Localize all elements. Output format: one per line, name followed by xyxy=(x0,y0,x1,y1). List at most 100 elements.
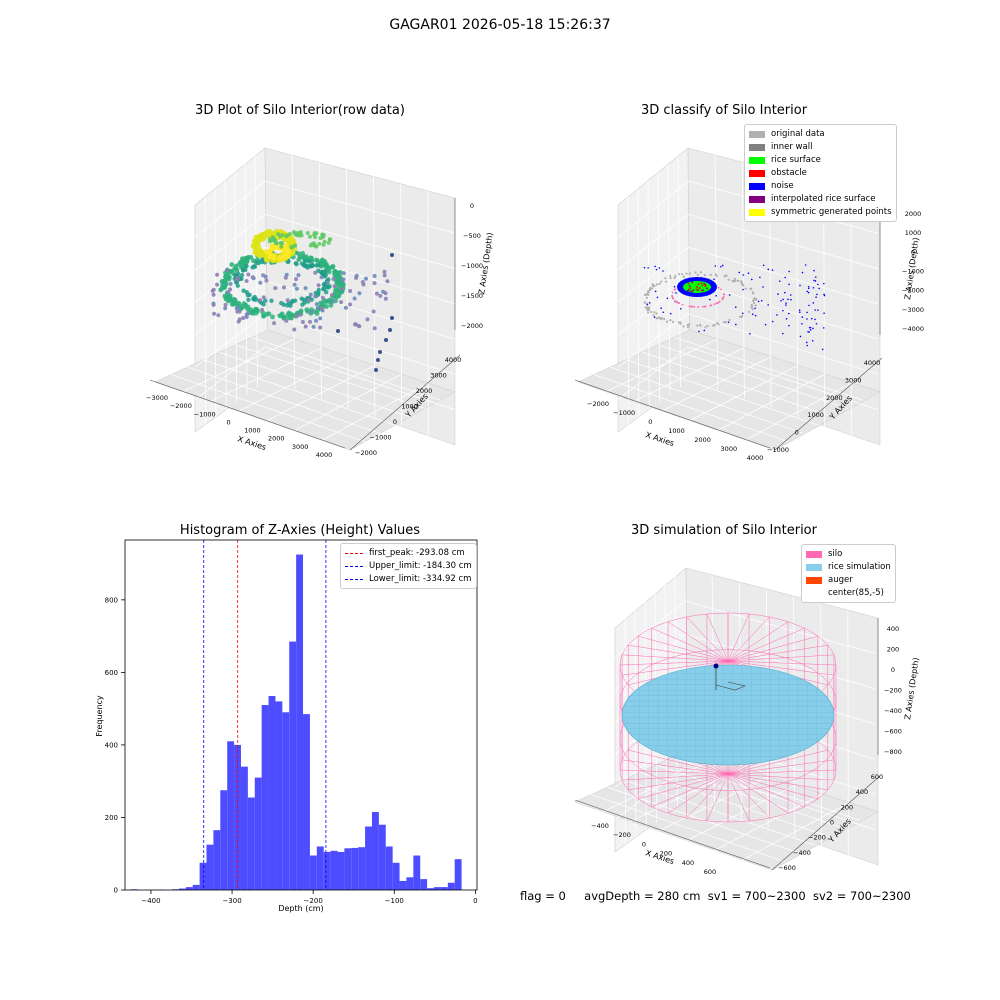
hist-y-tick: 0 xyxy=(114,887,118,895)
sim-y-tick: 200 xyxy=(841,803,853,811)
raw-y-tick: 3000 xyxy=(430,372,447,380)
classify-point xyxy=(660,280,663,283)
raw-point xyxy=(376,358,380,362)
raw-point xyxy=(294,314,299,319)
raw-point xyxy=(225,268,230,273)
classify-point xyxy=(822,327,825,329)
classify-point xyxy=(651,287,654,290)
raw-point xyxy=(332,289,338,294)
hist-x-tick: −300 xyxy=(222,897,241,905)
raw-point xyxy=(305,308,311,314)
raw-x-tick: 1000 xyxy=(244,427,261,435)
classify-point xyxy=(782,309,784,312)
classify-legend-swatch xyxy=(749,183,765,190)
hist-legend-label: Lower_limit: -334.92 cm xyxy=(369,574,472,584)
raw-point xyxy=(296,273,301,278)
classify-point xyxy=(722,320,726,324)
sim-z-tick: 200 xyxy=(887,646,899,654)
classify-point xyxy=(653,316,656,318)
raw-point xyxy=(316,268,321,273)
classify-point xyxy=(801,322,803,325)
raw-point xyxy=(272,321,277,326)
raw-point xyxy=(390,316,394,320)
raw-point xyxy=(319,306,324,311)
raw-point xyxy=(222,283,227,289)
raw-point xyxy=(385,279,390,284)
hist-legend-swatch xyxy=(345,566,363,567)
classify-point xyxy=(671,320,675,324)
classify-point xyxy=(693,305,696,308)
classify-point xyxy=(778,280,781,282)
classify-legend-label: inner wall xyxy=(771,142,813,152)
hist-legend-item: Upper_limit: -184.30 cm xyxy=(345,560,472,573)
raw-point xyxy=(315,306,320,311)
classify-point xyxy=(682,325,685,328)
hist-bar xyxy=(385,846,393,890)
sim-y-tick: −400 xyxy=(793,849,811,857)
raw-point xyxy=(278,312,284,318)
raw-point xyxy=(315,262,321,268)
raw-point xyxy=(308,292,313,297)
classify-point xyxy=(713,303,716,306)
raw-point xyxy=(332,271,337,277)
raw-point xyxy=(357,291,362,296)
classify-point xyxy=(741,312,744,315)
raw-point xyxy=(323,263,328,269)
sim-x-tick: −200 xyxy=(613,831,631,839)
classify-point xyxy=(704,305,707,308)
classify-point xyxy=(741,314,744,318)
hist-bar xyxy=(296,554,304,890)
raw-point xyxy=(372,326,377,331)
classify-legend-swatch xyxy=(749,131,765,138)
classify-point xyxy=(823,294,826,297)
raw-point xyxy=(308,234,313,239)
classify-point xyxy=(757,300,760,303)
raw-point xyxy=(309,310,314,315)
raw-point xyxy=(235,309,240,314)
classify-point xyxy=(805,341,808,344)
classify-legend-label: obstacle xyxy=(771,168,807,178)
classify-point xyxy=(815,296,817,298)
classify-point xyxy=(679,307,682,310)
raw-point xyxy=(303,324,308,329)
raw-point xyxy=(337,269,343,275)
classify-point xyxy=(682,275,685,278)
raw-point xyxy=(219,286,225,292)
raw-point xyxy=(348,302,353,307)
classify-point xyxy=(754,297,758,300)
raw-point xyxy=(314,231,319,236)
sim-z-tick: −800 xyxy=(884,748,902,756)
raw-point xyxy=(306,298,311,303)
raw-point xyxy=(318,236,323,241)
classify-point xyxy=(731,279,734,282)
raw-point xyxy=(339,287,344,292)
raw-point xyxy=(285,253,291,259)
hist-bar xyxy=(420,879,428,890)
classify-point xyxy=(679,321,682,324)
classify-point xyxy=(662,270,664,272)
raw-point xyxy=(287,231,292,236)
classify-point xyxy=(674,275,677,278)
classify-point xyxy=(713,278,715,281)
raw-point xyxy=(336,329,340,333)
classify-point xyxy=(752,301,756,305)
raw-xlabel: X Axies xyxy=(236,434,267,452)
raw-point xyxy=(215,272,220,277)
classify-point xyxy=(750,306,753,309)
raw-point xyxy=(300,251,306,256)
hist-bar xyxy=(268,695,276,890)
classify-point xyxy=(744,287,747,290)
classify-point xyxy=(741,283,745,286)
classify-z-tick: −3000 xyxy=(902,306,924,314)
classify-point xyxy=(643,266,646,269)
raw-point xyxy=(303,286,308,291)
hist-bar xyxy=(344,848,352,890)
raw-y-tick: 0 xyxy=(393,418,397,426)
classify-point xyxy=(713,323,716,326)
sim-y-tick: −600 xyxy=(778,864,796,872)
raw-point xyxy=(254,306,260,312)
classify-point xyxy=(677,301,680,304)
raw-point xyxy=(270,235,275,240)
classify-point xyxy=(669,277,672,280)
